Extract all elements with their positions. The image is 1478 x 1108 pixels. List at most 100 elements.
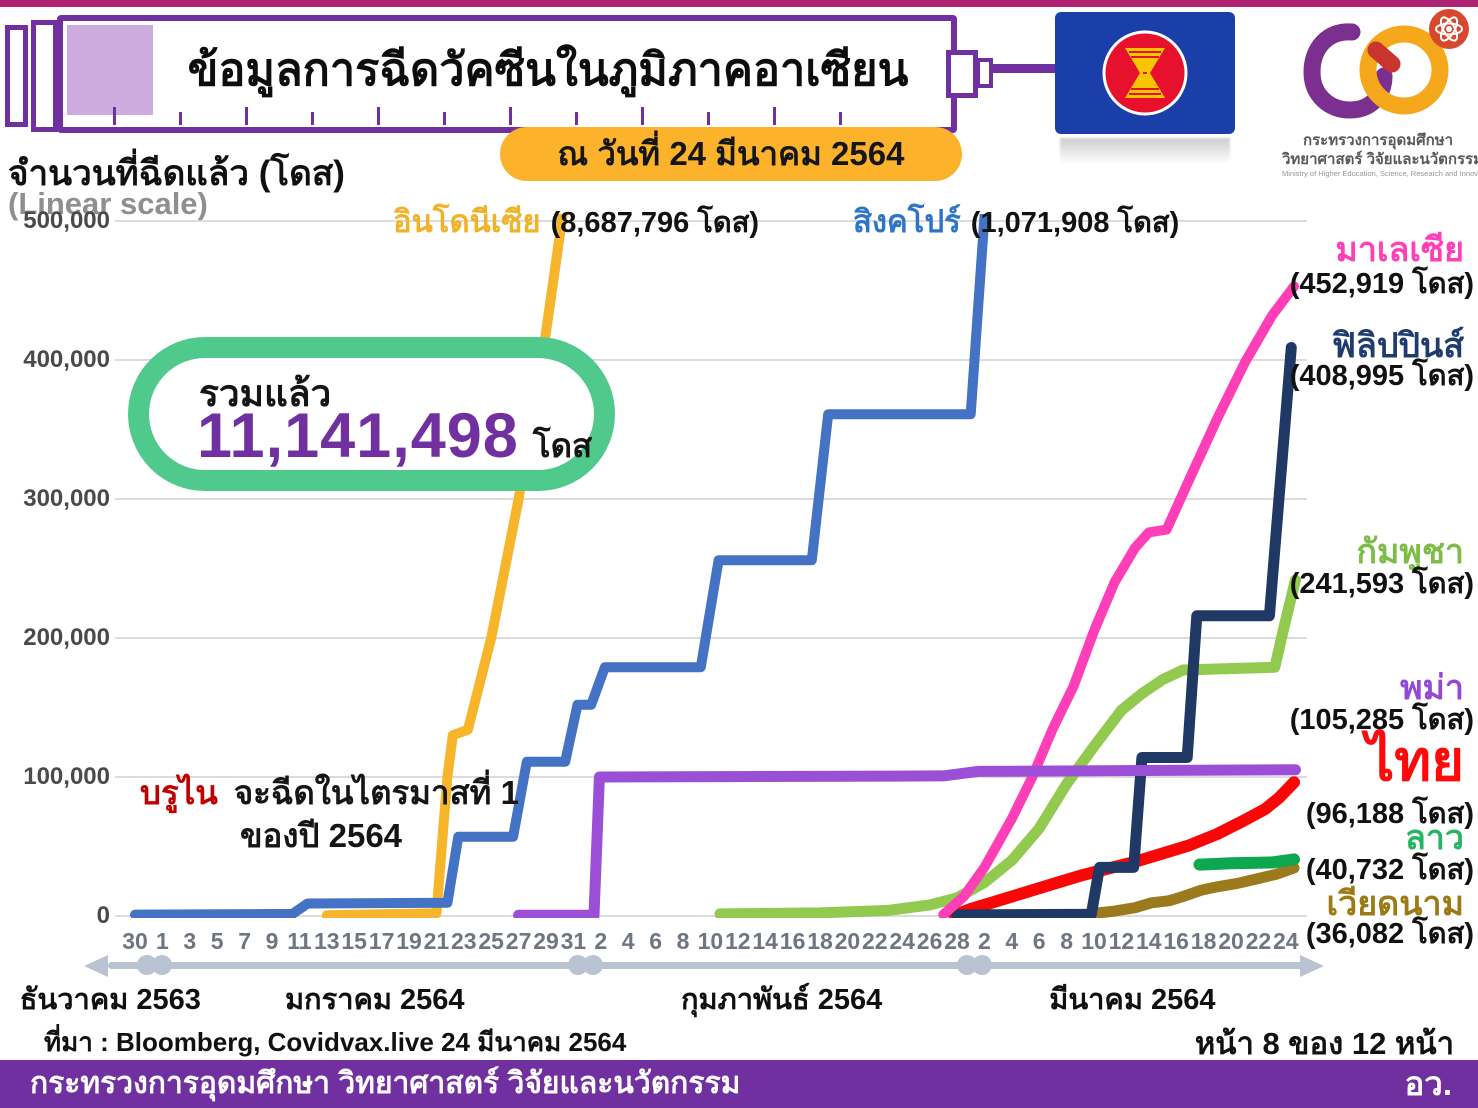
- x-tick-label: 8: [1060, 928, 1073, 954]
- brunei-text-line1: จะฉีดในไตรมาสที่ 1: [233, 774, 519, 811]
- syringe-tick: [509, 107, 512, 125]
- x-tick-label: 16: [1163, 928, 1189, 954]
- total-bubble: รวมแล้ว 11,141,498 โดส: [128, 337, 615, 491]
- syringe-tick: [773, 107, 776, 125]
- x-axis-arrow-right: [1300, 955, 1324, 977]
- syringe-plunger-handle: [31, 20, 58, 132]
- x-tick-label: 7: [238, 928, 251, 954]
- month-boundary-dot: [582, 955, 603, 975]
- x-tick-label: 19: [396, 928, 422, 954]
- series-label-singapore: สิงคโปร์ (1,071,908 โดส): [853, 196, 1179, 246]
- cambodia-name: กัมพูชา: [1356, 533, 1464, 571]
- syringe-tick: [575, 112, 578, 125]
- month-label: มีนาคม 2564: [1049, 984, 1216, 1016]
- y-axis-subtitle: (Linear scale): [8, 186, 208, 221]
- x-tick-label: 21: [423, 928, 450, 954]
- x-tick-label: 9: [265, 928, 279, 954]
- myanmar-name: พม่า: [1400, 669, 1464, 707]
- y-tick-label: 100,000: [23, 763, 110, 790]
- page-title: ข้อมูลการฉีดวัคซีนในภูมิภาคอาเซียน: [187, 44, 909, 95]
- x-tick-label: 18: [807, 928, 833, 954]
- asean-emblem: [1102, 30, 1188, 116]
- line-malaysia: [938, 281, 1299, 918]
- month-label: กุมภาพันธ์ 2564: [680, 984, 883, 1016]
- total-value: 11,141,498: [197, 401, 519, 471]
- x-tick-label: 8: [676, 928, 690, 954]
- syringe-hub: [946, 50, 978, 98]
- y-tick-label: 0: [96, 902, 110, 929]
- month-boundary-dot: [136, 955, 157, 975]
- footer-ministry-text: กระทรวงการอุดมศึกษา วิทยาศาสตร์ วิจัยและ…: [30, 1067, 741, 1100]
- syringe-tick: [179, 112, 182, 125]
- x-tick-label: 28: [944, 928, 970, 954]
- line-cambodia: [714, 574, 1301, 918]
- month-boundary-dot: [971, 955, 992, 975]
- y-tick-label: 400,000: [23, 346, 110, 373]
- x-tick-label: 22: [862, 928, 888, 954]
- x-tick-label: 20: [834, 928, 861, 954]
- laos-name: ลาว: [1404, 819, 1464, 857]
- x-tick-label: 29: [533, 928, 559, 954]
- syringe-tick: [443, 112, 446, 125]
- singapore-total: (1,071,908 โดส): [970, 207, 1180, 239]
- syringe-plunger-end: [5, 25, 28, 127]
- philippines-total: (408,995 โดส): [1289, 360, 1474, 392]
- page-indicator: หน้า 8 ของ 12 หน้า: [1194, 1026, 1454, 1061]
- syringe-needle: [991, 64, 1061, 73]
- malaysia-total: (452,919 โดส): [1289, 268, 1474, 300]
- total-unit: โดส: [532, 427, 593, 464]
- x-tick-label: 30: [122, 928, 148, 954]
- x-tick-label: 14: [752, 928, 778, 954]
- footer-bar: กระทรวงการอุดมศึกษา วิทยาศาสตร์ วิจัยและ…: [0, 1060, 1478, 1108]
- x-tick-label: 6: [649, 928, 662, 954]
- brunei-note: บรูไน จะฉีดในไตรมาสที่ 1: [140, 766, 519, 819]
- flag-reflection: [1060, 138, 1230, 164]
- gridline-400000: [115, 359, 1307, 361]
- x-tick-label: 2: [594, 928, 608, 954]
- date-badge: ณ วันที่ 24 มีนาคม 2564: [500, 127, 962, 181]
- x-tick-label: 10: [1081, 928, 1107, 954]
- gridline-0: [115, 915, 1307, 917]
- x-tick-label: 3: [183, 928, 197, 954]
- x-tick-label: 24: [889, 928, 915, 954]
- y-tick-label: 500,000: [23, 207, 110, 234]
- ministry-name-th-1: กระทรวงการอุดมศึกษา: [1303, 132, 1453, 149]
- line-vietnam: [1084, 862, 1300, 918]
- x-tick-label: 25: [478, 928, 504, 954]
- y-tick-label: 300,000: [23, 485, 110, 512]
- syringe-tick: [245, 107, 248, 125]
- ministry-name-th-2: วิทยาศาสตร์ วิจัยและนวัตกรรม: [1282, 151, 1478, 168]
- malaysia-name: มาเลเซีย: [1335, 231, 1464, 269]
- x-tick-label: 14: [1136, 928, 1162, 954]
- gridline-200000: [115, 637, 1307, 639]
- philippines-name: ฟิลิปปินส์: [1331, 327, 1464, 365]
- source-note: ที่มา : Bloomberg, Covidvax.live 24 มีนา…: [44, 1027, 627, 1057]
- y-axis-title: จำนวนที่ฉีดแล้ว (โดส): [8, 154, 345, 193]
- x-tick-label: 26: [916, 928, 943, 954]
- chart-svg: [130, 214, 1301, 918]
- x-tick-label: 24: [1273, 928, 1299, 954]
- x-tick-label: 27: [505, 928, 532, 954]
- month-boundary-dot: [151, 955, 172, 975]
- x-tick-label: 5: [210, 928, 224, 954]
- syringe-tick: [839, 112, 842, 125]
- series-label-indonesia: อินโดนีเซีย (8,687,796 โดส): [393, 196, 759, 246]
- syringe-tick: [113, 107, 116, 125]
- atom-icon: [1429, 9, 1469, 49]
- x-tick-label: 12: [725, 928, 751, 954]
- syringe-tick: [311, 112, 314, 125]
- x-tick-label: 13: [314, 928, 340, 954]
- gridline-500000: [115, 220, 1307, 222]
- indonesia-total: (8,687,796 โดส): [550, 207, 760, 239]
- line-philippines: [951, 342, 1297, 918]
- brunei-text-line2: ของปี 2564: [240, 817, 403, 854]
- month-label: ธันวาคม 2563: [19, 984, 201, 1016]
- x-tick-label: 18: [1190, 928, 1217, 954]
- vietnam-name: เวียดนาม: [1326, 885, 1464, 923]
- x-tick-label: 22: [1245, 928, 1272, 954]
- x-axis-arrow-left: [84, 955, 108, 977]
- syringe-tick: [641, 107, 644, 125]
- cambodia-total: (241,593 โดส): [1289, 568, 1474, 600]
- x-tick-label: 31: [560, 928, 587, 954]
